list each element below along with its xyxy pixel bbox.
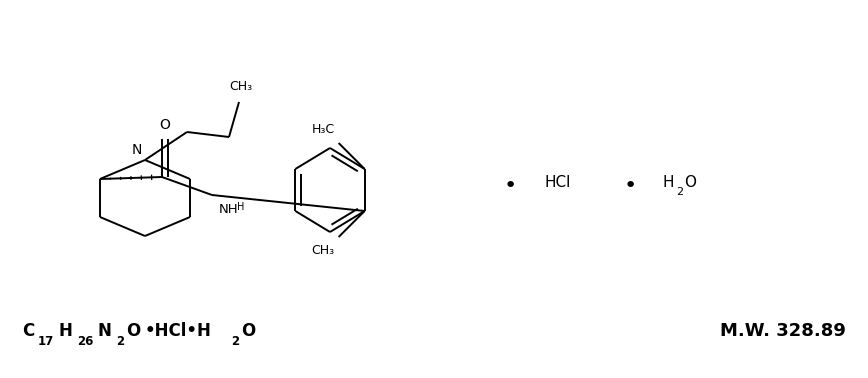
Text: N: N <box>98 322 112 340</box>
Text: 17: 17 <box>38 335 54 348</box>
Text: O: O <box>685 175 696 191</box>
Text: M.W. 328.89: M.W. 328.89 <box>720 322 846 340</box>
Text: CH₃: CH₃ <box>312 244 335 257</box>
Text: NH: NH <box>219 203 239 216</box>
Text: O: O <box>126 322 141 340</box>
Text: N: N <box>132 143 142 157</box>
Text: HCl: HCl <box>545 175 571 191</box>
Text: O: O <box>241 322 255 340</box>
Text: •HCl•H: •HCl•H <box>145 322 212 340</box>
Text: •: • <box>503 176 516 196</box>
Text: H: H <box>59 322 73 340</box>
Text: 2: 2 <box>231 335 239 348</box>
Text: C: C <box>22 322 34 340</box>
Text: 2: 2 <box>676 187 684 197</box>
Text: H₃C: H₃C <box>312 123 335 136</box>
Text: 2: 2 <box>115 335 124 348</box>
Text: •: • <box>623 176 636 196</box>
Text: O: O <box>160 118 170 132</box>
Text: 26: 26 <box>76 335 93 348</box>
Text: H: H <box>662 175 674 191</box>
Text: CH₃: CH₃ <box>229 80 253 93</box>
Text: H: H <box>238 203 245 212</box>
